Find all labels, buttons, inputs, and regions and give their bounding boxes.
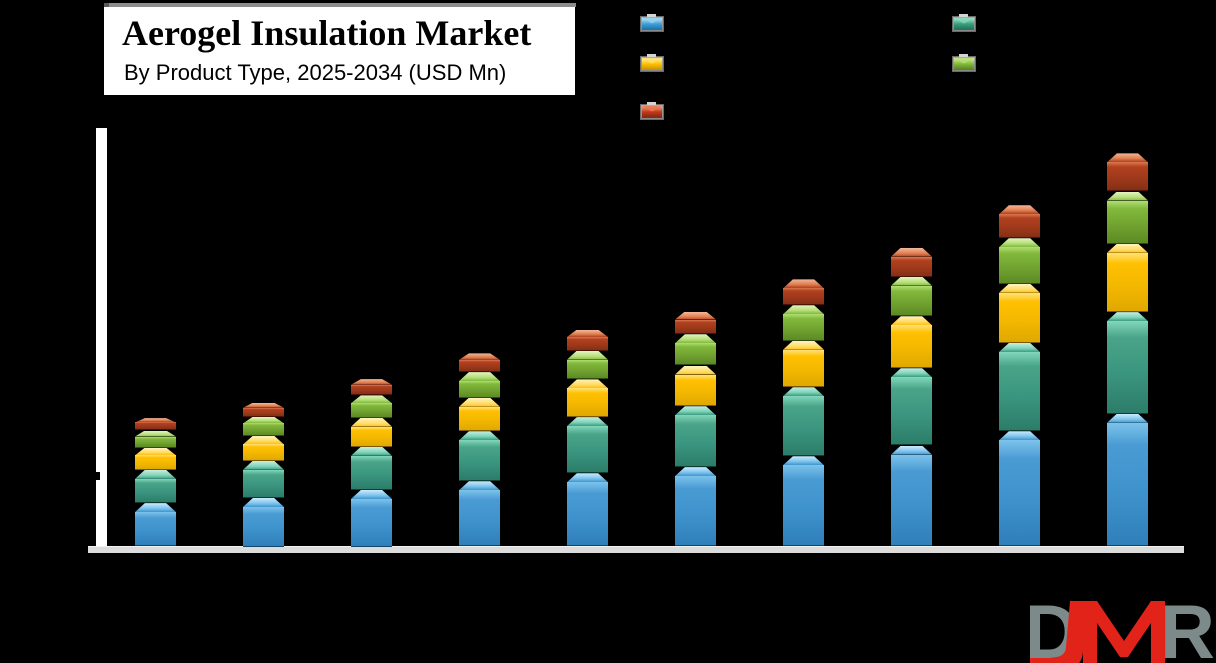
- svg-text:R: R: [1160, 595, 1214, 663]
